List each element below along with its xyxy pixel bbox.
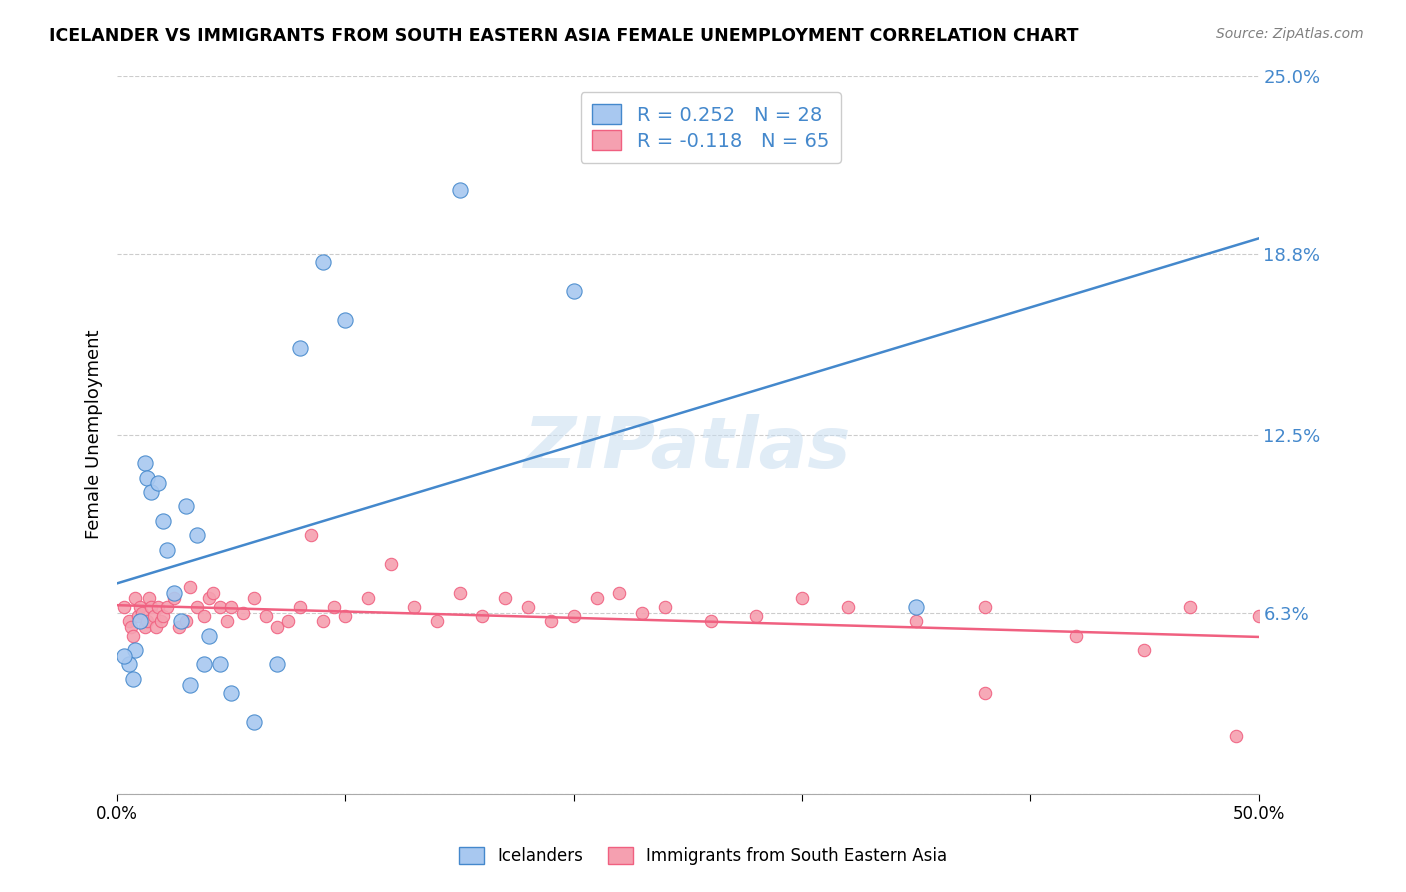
Point [380,557,402,571]
Point [142,608,165,623]
Point [517,599,540,614]
Point [127,608,149,623]
Point [494,591,516,606]
Point [112,599,135,614]
Point [631,606,654,620]
Point [141,485,163,500]
Point [129,615,152,629]
Point [562,608,585,623]
Text: ICELANDER VS IMMIGRANTS FROM SOUTH EASTERN ASIA FEMALE UNEMPLOYMENT CORRELATION : ICELANDER VS IMMIGRANTS FROM SOUTH EASTE… [49,27,1078,45]
Point [112,648,135,663]
Point [117,657,139,672]
Point [122,629,145,643]
Point [156,599,179,614]
Point [299,528,322,542]
Point [973,686,995,700]
Point [179,580,201,594]
Point [311,255,333,269]
Point [243,714,266,729]
Point [323,599,346,614]
Point [193,657,215,672]
Point [745,608,768,623]
Point [215,615,238,629]
Point [174,500,197,514]
Point [152,608,174,623]
Point [335,608,357,623]
Point [197,591,219,606]
Point [152,514,174,528]
Point [1133,643,1156,657]
Point [141,599,163,614]
Point [654,599,676,614]
Point [426,615,449,629]
Point [179,677,201,691]
Point [174,615,197,629]
Text: Source: ZipAtlas.com: Source: ZipAtlas.com [1216,27,1364,41]
Point [145,620,167,634]
Point [254,608,277,623]
Point [449,183,471,197]
Point [540,615,562,629]
Point [585,591,607,606]
Point [170,615,193,629]
Point [335,312,357,326]
Point [243,591,266,606]
Point [193,608,215,623]
Point [156,542,179,557]
Point [163,585,186,599]
Point [1247,608,1270,623]
Point [167,620,190,634]
Point [131,606,153,620]
Point [163,591,186,606]
Point [122,672,145,686]
Point [1178,599,1201,614]
Point [117,615,139,629]
Point [402,599,425,614]
Point [973,599,995,614]
Legend: Icelanders, Immigrants from South Eastern Asia: Icelanders, Immigrants from South Easter… [449,837,957,875]
Point [186,528,208,542]
Point [790,591,813,606]
Point [288,342,311,356]
Point [138,591,160,606]
Legend: R = 0.252   N = 28, R = -0.118   N = 65: R = 0.252 N = 28, R = -0.118 N = 65 [581,93,841,162]
Point [357,591,380,606]
Point [288,599,311,614]
Point [699,615,721,629]
Point [232,606,254,620]
Point [148,476,170,491]
Point [449,585,471,599]
Point [905,599,928,614]
Point [149,615,172,629]
Y-axis label: Female Unemployment: Female Unemployment [86,330,103,540]
Point [186,599,208,614]
Point [471,608,494,623]
Point [562,284,585,298]
Point [129,599,152,614]
Point [197,629,219,643]
Point [277,615,299,629]
Point [609,585,631,599]
Point [134,456,156,470]
Point [135,615,157,629]
Point [120,620,142,634]
Text: ZIPatlas: ZIPatlas [524,415,852,483]
Point [135,471,157,485]
Point [1225,729,1247,743]
Point [208,599,231,614]
Point [221,686,243,700]
Point [266,620,288,634]
Point [221,599,243,614]
Point [905,615,928,629]
Point [311,615,333,629]
Point [124,591,146,606]
Point [124,643,146,657]
Point [148,599,170,614]
Point [134,620,156,634]
Point [837,599,859,614]
Point [208,657,231,672]
Point [202,585,225,599]
Point [1064,629,1087,643]
Point [266,657,288,672]
